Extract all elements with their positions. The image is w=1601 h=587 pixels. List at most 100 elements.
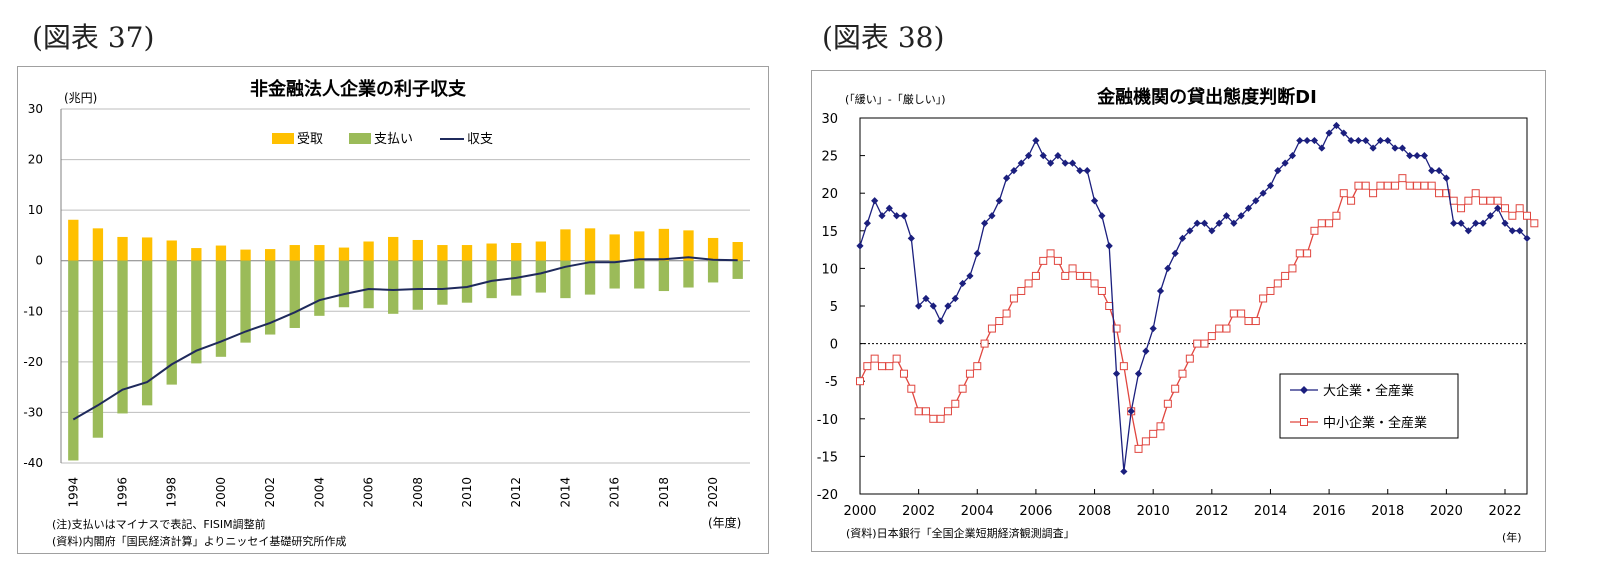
- point-small-enterprises: [1325, 219, 1334, 228]
- point-large-enterprises: [1068, 159, 1077, 167]
- bar-payment: [117, 260, 128, 414]
- legend-label-receipt: 受取: [297, 132, 323, 147]
- y-tick-label: -30: [23, 405, 43, 419]
- point-small-enterprises: [1244, 317, 1253, 326]
- bar-payment: [560, 260, 571, 299]
- point-small-enterprises: [1317, 219, 1326, 228]
- point-small-enterprises: [1508, 211, 1517, 220]
- point-small-enterprises: [1207, 332, 1216, 341]
- y-tick-label: 10: [821, 262, 838, 277]
- point-small-enterprises: [1449, 196, 1458, 205]
- point-large-enterprises: [1076, 167, 1084, 175]
- point-small-enterprises: [1193, 339, 1202, 348]
- point-large-enterprises: [1193, 219, 1201, 227]
- point-small-enterprises: [877, 362, 886, 371]
- point-small-enterprises: [980, 339, 989, 348]
- lending-di-chart: 金融機関の貸出態度判断DI (「緩い」-「厳しい」) 30 25 20 15 10 5 0 -5 -…: [817, 86, 1539, 544]
- point-large-enterprises: [1354, 136, 1363, 145]
- x-tick-label: 1998: [165, 477, 179, 508]
- point-large-enterprises: [1105, 242, 1113, 250]
- point-small-enterprises: [1222, 324, 1231, 333]
- bar-payment: [166, 260, 177, 385]
- point-small-enterprises: [1405, 181, 1414, 190]
- point-large-enterprises: [1516, 227, 1524, 235]
- point-large-enterprises: [1149, 324, 1157, 333]
- point-small-enterprises: [1178, 369, 1187, 378]
- x-tick-label: 2006: [1019, 504, 1052, 519]
- bar-payment: [141, 260, 153, 406]
- point-large-enterprises: [1046, 159, 1055, 167]
- bar-receipt: [683, 230, 694, 261]
- point-small-enterprises: [1515, 204, 1524, 213]
- line-balance: [72, 256, 738, 421]
- bar-payment: [314, 260, 325, 316]
- x-axis-unit: (年度): [708, 515, 741, 530]
- bar-receipt: [141, 237, 153, 261]
- bar-payment: [437, 260, 448, 305]
- point-large-enterprises: [1442, 174, 1450, 182]
- bar-receipt: [732, 242, 743, 261]
- point-large-enterprises: [1127, 407, 1135, 415]
- point-small-enterprises: [1046, 249, 1055, 258]
- bar-payment: [634, 260, 645, 289]
- point-small-enterprises: [1493, 196, 1502, 205]
- point-small-enterprises: [1332, 211, 1341, 220]
- point-small-enterprises: [1229, 309, 1238, 318]
- point-large-enterprises: [1376, 136, 1385, 145]
- point-small-enterprises: [870, 354, 879, 363]
- bar-payment: [412, 260, 423, 310]
- y-tick-label: 0: [830, 338, 838, 353]
- point-small-enterprises: [1031, 271, 1040, 280]
- point-small-enterprises: [1457, 204, 1466, 213]
- point-small-enterprises: [987, 324, 996, 333]
- point-large-enterprises: [973, 249, 981, 257]
- bar-receipt: [437, 245, 448, 261]
- point-small-enterprises: [1479, 196, 1488, 205]
- point-small-enterprises: [1376, 181, 1385, 190]
- y-tick-label: -20: [817, 488, 838, 503]
- point-small-enterprises: [965, 369, 974, 378]
- point-small-enterprises: [973, 362, 982, 371]
- point-small-enterprises: [1295, 249, 1304, 258]
- x-tick-label: 2012: [509, 477, 523, 508]
- point-large-enterprises: [1281, 159, 1289, 167]
- chart-panel-interest: 非金融法人企業の利子収支 (兆円) 30 20 10 0 -10 -20 -30 -40 1994 1…: [17, 66, 769, 554]
- bar-receipt: [314, 245, 325, 261]
- point-small-enterprises: [1097, 286, 1106, 295]
- point-small-enterprises: [1149, 429, 1158, 438]
- point-small-enterprises: [1185, 354, 1194, 363]
- point-large-enterprises: [944, 302, 952, 310]
- y-tick-label: 20: [821, 187, 838, 202]
- footnote-source: (資料)内閣府「国民経済計算」よりニッセイ基礎研究所作成: [52, 534, 346, 548]
- point-large-enterprises: [1369, 144, 1377, 152]
- point-small-enterprises: [892, 354, 901, 363]
- point-large-enterprises: [929, 302, 937, 310]
- point-small-enterprises: [1053, 256, 1062, 265]
- y-axis-unit: (「緩い」-「厳しい」): [845, 92, 946, 106]
- y-tick-label: 15: [821, 225, 838, 240]
- point-large-enterprises: [1296, 136, 1304, 145]
- point-large-enterprises: [1230, 219, 1238, 227]
- y-tick-label: 25: [821, 150, 838, 165]
- point-small-enterprises: [1251, 317, 1260, 326]
- point-small-enterprises: [1288, 264, 1297, 273]
- point-large-enterprises: [856, 242, 864, 250]
- x-tick-label: 2018: [1371, 504, 1404, 519]
- legend-marker-small: [1300, 418, 1308, 426]
- point-small-enterprises: [1163, 399, 1172, 408]
- point-large-enterprises: [1017, 159, 1025, 167]
- point-small-enterprises: [907, 384, 916, 393]
- point-large-enterprises: [1134, 370, 1143, 378]
- point-small-enterprises: [1171, 384, 1180, 393]
- point-large-enterprises: [1252, 197, 1260, 205]
- point-large-enterprises: [1244, 204, 1253, 212]
- point-large-enterprises: [937, 317, 945, 325]
- point-large-enterprises: [1142, 347, 1150, 355]
- point-large-enterprises: [1266, 182, 1275, 190]
- bar-payment: [289, 260, 300, 328]
- x-tick-label: 2014: [558, 477, 572, 508]
- point-small-enterprises: [1501, 204, 1510, 213]
- point-small-enterprises: [856, 377, 864, 386]
- legend-marker-large: [1300, 386, 1308, 394]
- point-small-enterprises: [1530, 219, 1539, 228]
